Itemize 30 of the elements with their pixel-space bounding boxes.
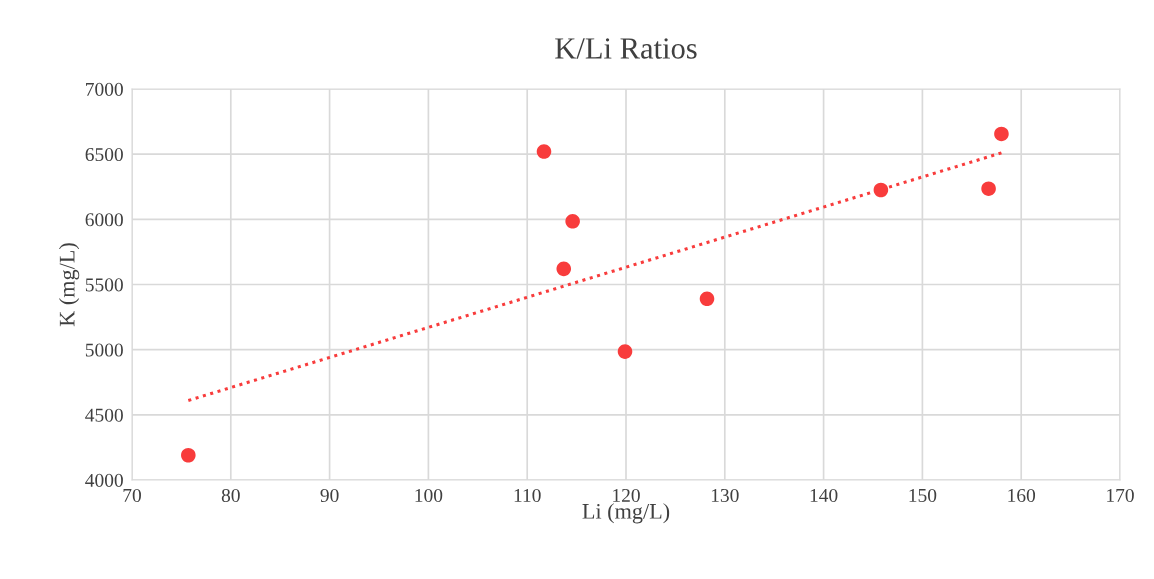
x-tick-label: 130 [711,488,739,503]
y-tick-label: 6000 [85,213,123,227]
y-tick-label: 7000 [86,82,123,96]
point [565,214,580,229]
chart-title: K/Li Ratios [555,38,697,59]
x-tick-label: 90 [320,488,339,503]
point [536,144,552,159]
x-tick-label: 80 [221,488,240,503]
point [994,126,1009,142]
y-tick-label: 4500 [85,408,123,422]
point [981,181,996,196]
point [181,447,196,463]
point [556,261,572,277]
x-tick-label: 150 [909,488,937,503]
x-tick-label: 140 [810,488,838,503]
point [699,291,715,307]
x-tick-label: 160 [1008,488,1036,503]
point [873,182,889,198]
x-tick-label: 100 [415,488,443,503]
y-tick-label: 5500 [85,278,123,292]
x-tick-label: 110 [514,488,541,503]
x-tick-label: 170 [1107,488,1134,503]
y-tick-label: 4000 [85,473,123,487]
x-tick-label: 70 [123,488,141,503]
y-tick-label: 5000 [85,343,123,357]
y-axis-title: K (mg/L) [59,243,80,327]
y-tick-label: 6500 [85,147,123,162]
point [617,344,633,359]
x-axis-title: Li (mg/L) [582,503,670,524]
x-tick-label: 120 [613,488,640,503]
